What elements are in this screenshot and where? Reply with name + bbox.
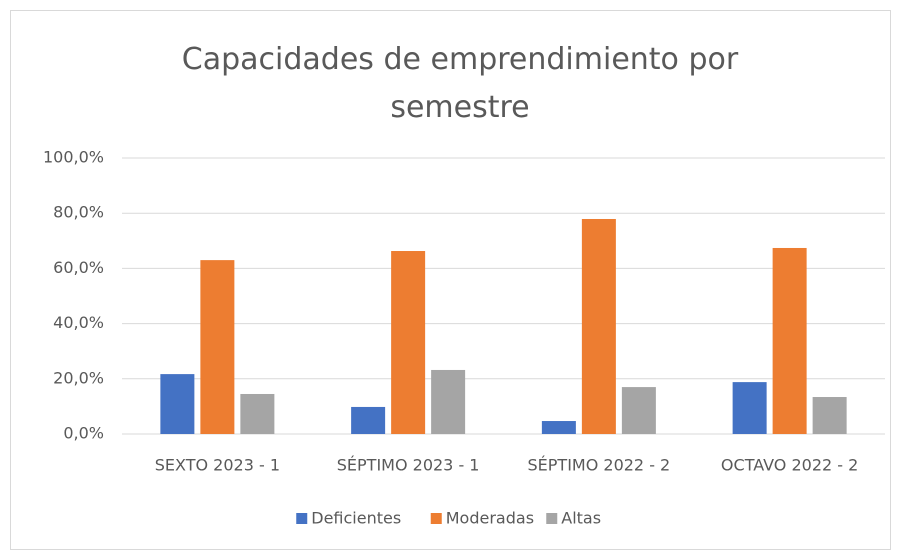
bar: [541, 421, 576, 434]
bar: [621, 387, 656, 434]
y-tick-label: 100,0%: [43, 148, 104, 167]
legend-label: Altas: [561, 509, 601, 528]
bar: [351, 406, 386, 434]
chart-frame: [10, 10, 891, 550]
chart-title: Capacidades de emprendimiento por semestr…: [182, 42, 739, 125]
bar: [732, 382, 767, 434]
y-tick-label: 60,0%: [53, 258, 104, 277]
bar: [581, 218, 616, 434]
legend-swatch: [430, 513, 442, 524]
legend-swatch: [546, 513, 558, 524]
bar: [200, 260, 235, 434]
y-tick-label: 80,0%: [53, 203, 104, 222]
y-tick-label: 20,0%: [53, 368, 104, 387]
y-tick-label: 0,0%: [63, 424, 104, 443]
legend-label: Deficientes: [311, 509, 401, 528]
bar: [812, 397, 847, 434]
y-tick-label: 40,0%: [53, 313, 104, 332]
bar: [160, 374, 195, 434]
bar: [240, 393, 275, 434]
bar: [431, 369, 466, 434]
x-tick-label: OCTAVO 2022 - 2: [721, 456, 858, 475]
bar: [391, 251, 426, 434]
legend-swatch: [296, 513, 308, 524]
legend-label: Moderadas: [446, 509, 534, 528]
x-tick-label: SÉPTIMO 2022 - 2: [528, 456, 671, 475]
x-tick-label: SEXTO 2023 - 1: [155, 456, 280, 475]
bar: [772, 247, 807, 434]
x-tick-label: SÉPTIMO 2023 - 1: [337, 456, 480, 475]
